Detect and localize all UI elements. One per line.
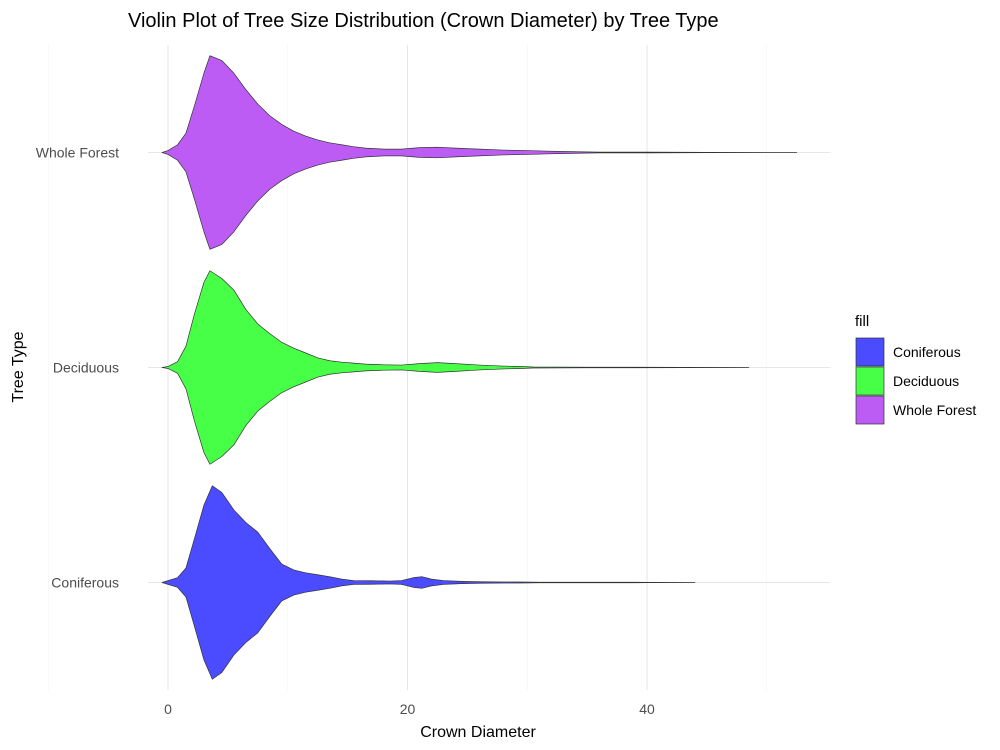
legend-swatch [855, 395, 885, 425]
legend-label: Whole Forest [893, 402, 976, 418]
x-tick-label: 40 [639, 701, 655, 717]
x-axis-tick-labels: 0 20 40 [164, 701, 655, 717]
y-tick-label: Whole Forest [36, 145, 119, 161]
legend-swatch [855, 337, 885, 367]
violin-whole-forest [161, 55, 798, 250]
violins [161, 55, 798, 680]
legend-title: fill [855, 313, 869, 330]
violin-coniferous [161, 485, 696, 680]
y-tick-label: Coniferous [51, 575, 119, 591]
y-tick-label: Deciduous [53, 360, 119, 376]
violin-deciduous [161, 270, 750, 465]
legend: fill Coniferous Deciduous Whole Forest [855, 313, 976, 425]
chart-title: Violin Plot of Tree Size Distribution (C… [128, 10, 719, 32]
x-tick-label: 0 [164, 701, 172, 717]
x-tick-label: 20 [400, 701, 416, 717]
legend-label: Coniferous [893, 344, 961, 360]
legend-label: Deciduous [893, 373, 959, 389]
legend-swatch [855, 366, 885, 396]
y-axis-label: Tree Type [10, 331, 27, 402]
legend-items: Coniferous Deciduous Whole Forest [855, 337, 976, 425]
y-axis-tick-labels: Coniferous Deciduous Whole Forest [36, 145, 119, 591]
x-axis-label: Crown Diameter [420, 724, 536, 741]
